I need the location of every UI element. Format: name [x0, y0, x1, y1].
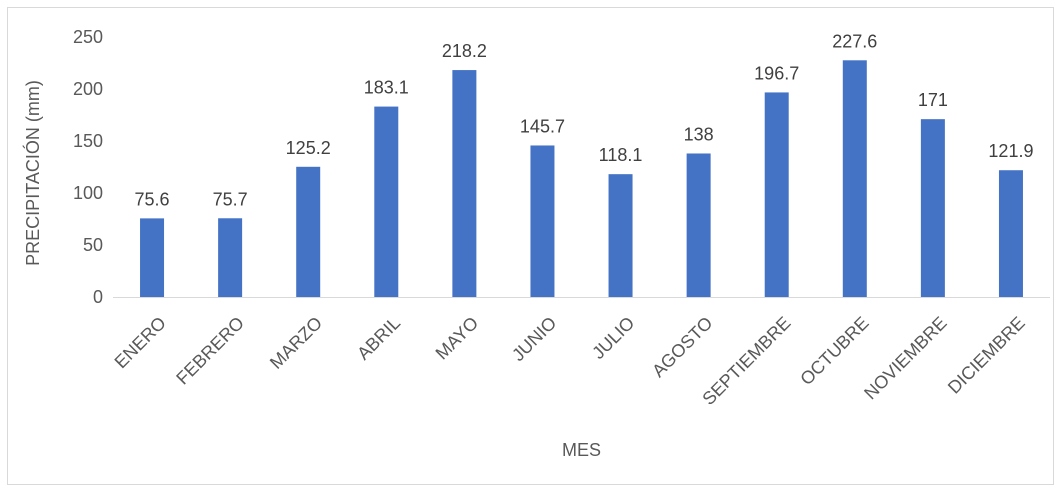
y-tick-label: 200: [73, 79, 103, 99]
x-tick-label: MARZO: [266, 313, 326, 373]
bar-julio: [608, 174, 633, 297]
bar-febrero: [218, 218, 243, 297]
y-tick-label: 0: [93, 287, 103, 307]
bar-mayo: [452, 70, 477, 298]
x-tick-label: DICIEMBRE: [944, 313, 1029, 398]
bar-marzo: [296, 166, 321, 297]
data-label: 183.1: [364, 78, 409, 98]
x-tick-label: AGOSTO: [648, 313, 716, 381]
x-axis-title: MES: [562, 440, 601, 460]
bar-septiembre: [764, 92, 789, 297]
y-tick-label: 100: [73, 183, 103, 203]
chart-frame: 0 50 100 150 200 250 75.6 75.7 125.2 183.1 218.2 1…: [7, 7, 1054, 485]
data-label: 227.6: [832, 31, 877, 51]
bar-agosto: [686, 153, 711, 297]
y-tick-label: 50: [83, 235, 103, 255]
x-axis-ticks: ENERO FEBRERO MARZO ABRIL MAYO JUNIO JULIO AGOS…: [111, 313, 1029, 409]
y-axis-ticks: 0 50 100 150 200 250: [73, 27, 103, 307]
bar-diciembre: [998, 170, 1023, 297]
x-tick-label: JUNIO: [508, 313, 560, 365]
x-tick-label: NOVIEMBRE: [860, 313, 951, 404]
y-tick-label: 150: [73, 131, 103, 151]
bar-junio: [530, 145, 555, 297]
bar-octubre: [842, 60, 867, 297]
bar-enero: [140, 218, 165, 297]
x-tick-label: ENERO: [111, 313, 170, 372]
data-label: 145.7: [520, 116, 565, 136]
data-label: 121.9: [988, 141, 1033, 161]
x-tick-label: OCTUBRE: [796, 313, 872, 389]
data-label: 218.2: [442, 41, 487, 61]
y-tick-label: 250: [73, 27, 103, 47]
bars: [140, 60, 1023, 298]
x-tick-label: FEBRERO: [172, 313, 248, 389]
bar-noviembre: [920, 119, 945, 297]
y-axis-title: PRECIPITACIÓN (mm): [22, 80, 43, 266]
data-label: 118.1: [599, 145, 643, 165]
data-label: 171: [918, 90, 948, 110]
x-tick-label: ABRIL: [353, 313, 404, 364]
data-label: 75.7: [213, 189, 248, 209]
x-tick-label: JULIO: [588, 313, 638, 363]
precipitation-bar-chart: 0 50 100 150 200 250 75.6 75.7 125.2 183.1 218.2 1…: [22, 27, 1050, 460]
data-label: 196.7: [754, 63, 799, 83]
data-label: 125.2: [286, 138, 331, 158]
data-labels: 75.6 75.7 125.2 183.1 218.2 145.7 118.1 138 196.…: [135, 31, 1034, 209]
data-label: 75.6: [135, 189, 170, 209]
data-label: 138: [684, 124, 714, 144]
bar-abril: [374, 106, 399, 298]
x-tick-label: MAYO: [432, 313, 483, 364]
